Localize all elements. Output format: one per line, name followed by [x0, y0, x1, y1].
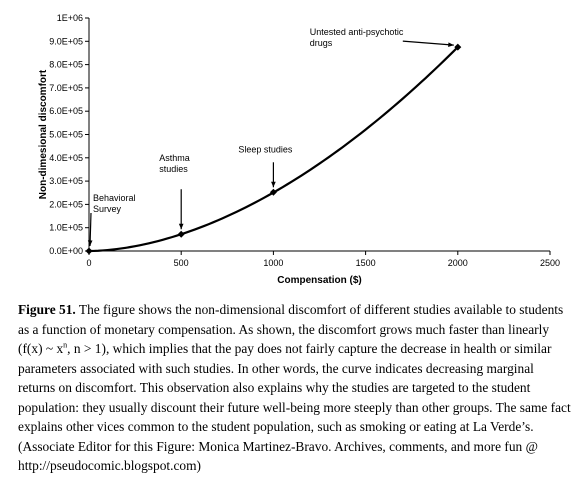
data-point	[454, 43, 462, 51]
y-tick-label: 1E+06	[57, 13, 83, 23]
y-tick-label: 2.0E+05	[49, 199, 83, 209]
x-axis-label: Compensation ($)	[277, 275, 361, 286]
data-point	[269, 188, 277, 196]
caption-text-1: The figure shows the non-dimensional dis…	[18, 302, 564, 356]
annotation-text: Sleep studies	[238, 144, 293, 154]
x-tick-label: 2000	[448, 258, 468, 268]
axes	[88, 18, 550, 252]
annotation-arrowhead	[87, 240, 93, 246]
x-tick-labels: 0 500 1000 1500 2000 2500	[86, 258, 560, 268]
annotation-arrow	[402, 40, 454, 46]
y-tick-label: 8.0E+05	[49, 60, 83, 70]
y-tick-label: 0.0E+00	[49, 246, 83, 256]
data-point	[177, 230, 185, 238]
y-tick-label: 7.0E+05	[49, 83, 83, 93]
y-tick-label: 3.0E+05	[49, 176, 83, 186]
annotation-line: Survey	[93, 204, 122, 214]
y-tick-label: 9.0E+05	[49, 36, 83, 46]
annotation-line: drugs	[310, 38, 333, 48]
annotations: Behavioral Survey Asthma studies Sleep studi…	[87, 27, 454, 247]
x-tick-label: 2500	[540, 258, 560, 268]
y-tick-label: 6.0E+05	[49, 106, 83, 116]
y-axis-label: Non-dimesional discomfort	[38, 69, 49, 199]
x-tick-label: 500	[174, 258, 189, 268]
figure-caption: Figure 51. The figure shows the non-dime…	[18, 300, 573, 476]
annotation-arrowhead	[178, 223, 184, 230]
annotation-line: Behavioral	[93, 193, 136, 203]
chart: 0 500 1000 1500 2000 2500 0.0E+00 1.0E+05 2.0E+…	[38, 13, 560, 286]
caption-label: Figure 51.	[18, 302, 76, 317]
annotation-line: Asthma	[159, 153, 190, 163]
annotation-line: studies	[159, 164, 188, 174]
y-tick-label: 1.0E+05	[49, 223, 83, 233]
annotation-line: Untested anti-psychotic	[310, 27, 404, 37]
annotation-text: Asthma studies	[159, 153, 190, 174]
annotation-arrowhead	[448, 42, 454, 48]
caption-text-2: , n > 1), which implies that the pay doe…	[18, 341, 571, 473]
annotation-line: Sleep studies	[238, 144, 293, 154]
x-tick-label: 0	[86, 258, 91, 268]
data-point	[85, 247, 93, 255]
y-tick-label: 4.0E+05	[49, 153, 83, 163]
caption-exponent: n	[63, 340, 68, 350]
y-tick-labels: 0.0E+00 1.0E+05 2.0E+05 3.0E+05 4.0E+05 5.0E+…	[49, 13, 83, 256]
x-tick-label: 1500	[356, 258, 376, 268]
x-tick-label: 1000	[263, 258, 283, 268]
tick-marks	[85, 17, 551, 255]
annotation-text: Untested anti-psychotic drugs	[310, 27, 404, 48]
y-tick-label: 5.0E+05	[49, 130, 83, 140]
annotation-text: Behavioral Survey	[93, 193, 136, 214]
data-points	[85, 43, 462, 255]
annotation-arrowhead	[271, 181, 276, 188]
